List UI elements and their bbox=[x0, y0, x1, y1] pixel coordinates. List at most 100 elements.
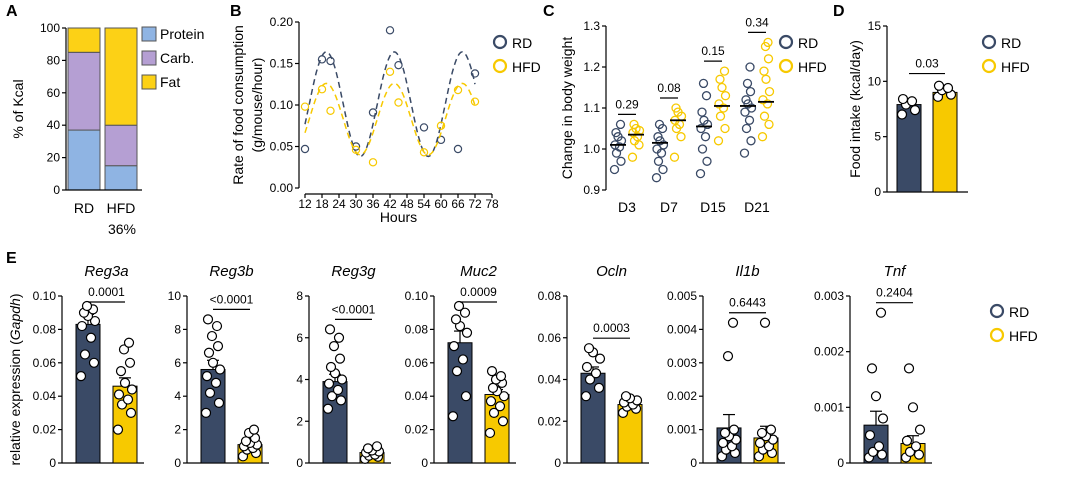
e-y-tick-label: 0 bbox=[554, 456, 561, 470]
e-rd-point bbox=[324, 324, 336, 335]
e-hfd-point bbox=[486, 366, 498, 377]
e-hfd-point bbox=[498, 391, 510, 402]
b-point-hfd bbox=[453, 85, 463, 95]
c-point-rd bbox=[740, 107, 750, 117]
c-point-hfd bbox=[764, 86, 775, 97]
c-y-tick-label: 1.1 bbox=[583, 101, 600, 115]
c-y-tick-label: 0.9 bbox=[583, 183, 600, 197]
c-point-rd bbox=[651, 173, 662, 183]
e-hfd-point bbox=[910, 441, 922, 452]
e-y-tick-label: 0 bbox=[837, 456, 844, 470]
e-y-tick-label: 0 bbox=[296, 456, 303, 470]
e-y-tick-label: 6 bbox=[174, 356, 181, 370]
d-legend-label: RD bbox=[1001, 35, 1021, 51]
d-y-tick-label: 10 bbox=[868, 74, 882, 88]
e-y-tick-label: 0.02 bbox=[405, 423, 429, 437]
e-y-tick-label: 0.002 bbox=[814, 345, 844, 359]
b-point-rd bbox=[419, 123, 429, 132]
c-legend-marker bbox=[778, 34, 794, 50]
b-point-hfd bbox=[300, 102, 310, 111]
e-y-tick-label: 0.06 bbox=[405, 356, 429, 370]
c-point-hfd bbox=[676, 132, 686, 142]
e-y-tick-label: 6 bbox=[296, 331, 303, 345]
c-point-rd bbox=[744, 115, 755, 125]
e-hfd-point bbox=[125, 407, 137, 418]
e-gene-title: Tnf bbox=[884, 263, 908, 280]
d-hfd-point bbox=[942, 82, 954, 94]
e-rd-point bbox=[583, 343, 595, 354]
c-point-rd bbox=[616, 156, 626, 166]
c-x-tick-label: D15 bbox=[700, 199, 726, 215]
c-point-hfd bbox=[714, 99, 724, 109]
e-rd-point bbox=[581, 361, 593, 373]
e-gene-title: Reg3g bbox=[331, 263, 376, 280]
c-y-tick-label: 1.0 bbox=[583, 142, 600, 156]
a-x-tick-label: HFD bbox=[107, 200, 136, 216]
e-rd-point bbox=[212, 341, 224, 352]
e-rd-point bbox=[200, 407, 212, 418]
e-rd-point bbox=[728, 424, 740, 435]
c-point-hfd bbox=[719, 66, 730, 76]
b-point-hfd bbox=[385, 67, 395, 77]
d-rd-point bbox=[896, 109, 908, 120]
e-rd-point bbox=[202, 314, 214, 325]
e-y-tick-label: 0.10 bbox=[405, 289, 429, 303]
e-rd-point bbox=[323, 378, 335, 389]
c-x-tick-label: D21 bbox=[744, 199, 770, 215]
e-hfd-point bbox=[903, 363, 915, 374]
e-y-tick-label: 0.08 bbox=[33, 322, 57, 336]
c-point-hfd bbox=[627, 152, 638, 162]
e-p-value: <0.0001 bbox=[210, 292, 254, 306]
b-point-hfd bbox=[436, 121, 446, 130]
c-point-hfd bbox=[761, 74, 771, 84]
e-hfd-point bbox=[901, 435, 913, 446]
e-hfd-point bbox=[484, 427, 496, 439]
b-y-axis-label: (g/mouse/hour) bbox=[249, 58, 265, 153]
e-y-tick-label: 0 bbox=[421, 456, 428, 470]
e-hfd-point bbox=[913, 449, 925, 460]
d-y-axis-label: Food intake (kcal/day) bbox=[847, 40, 863, 178]
b-x-axis-label: Hours bbox=[380, 209, 417, 225]
d-rd-point bbox=[906, 96, 918, 107]
e-rd-point bbox=[866, 363, 878, 374]
c-point-hfd bbox=[720, 123, 730, 134]
d-hfd-bar bbox=[932, 91, 958, 193]
c-point-rd bbox=[699, 115, 709, 125]
c-p-value: 0.34 bbox=[745, 15, 769, 29]
d-legend-label: HFD bbox=[1001, 59, 1030, 75]
c-point-rd bbox=[698, 78, 709, 89]
c-point-rd bbox=[745, 86, 756, 97]
c-point-rd bbox=[742, 78, 753, 89]
c-point-hfd bbox=[758, 95, 768, 105]
e-rd-point bbox=[326, 391, 338, 402]
a-legend-label: Carb. bbox=[160, 50, 194, 66]
c-point-hfd bbox=[720, 91, 731, 101]
b-x-tick-label: 24 bbox=[332, 197, 346, 211]
d-p-value: 0.03 bbox=[915, 57, 939, 71]
e-rd-point bbox=[590, 368, 602, 379]
b-point-rd bbox=[317, 55, 327, 64]
a-bar-protein bbox=[104, 165, 138, 191]
e-y-tick-label: 0.005 bbox=[667, 289, 697, 303]
b-point-hfd bbox=[419, 148, 429, 157]
b-x-tick-label: 42 bbox=[383, 197, 397, 211]
e-hfd-point bbox=[488, 407, 500, 418]
e-gene-title: Muc2 bbox=[460, 263, 497, 280]
e-hfd-point bbox=[123, 337, 135, 348]
e-hfd-point bbox=[487, 382, 499, 393]
a-bar-carb bbox=[67, 51, 101, 131]
a-y-axis-label: % of Kcal bbox=[10, 79, 26, 138]
e-y-tick-label: 8 bbox=[296, 289, 303, 303]
e-hfd-point bbox=[754, 437, 766, 449]
e-hfd-point bbox=[914, 424, 926, 435]
e-y-tick-label: 0.04 bbox=[33, 389, 57, 403]
c-point-rd bbox=[658, 164, 668, 175]
e-y-tick-label: 0 bbox=[690, 456, 697, 470]
c-point-rd bbox=[614, 142, 625, 152]
b-y-axis-label: Rate of food consumption bbox=[230, 25, 246, 185]
e-p-value: 0.2404 bbox=[876, 286, 913, 300]
b-point-hfd bbox=[317, 85, 327, 94]
e-y-axis-label: relative expression (Gapdh) bbox=[7, 294, 23, 466]
e-rd-point bbox=[873, 441, 885, 452]
c-point-rd bbox=[702, 156, 712, 166]
